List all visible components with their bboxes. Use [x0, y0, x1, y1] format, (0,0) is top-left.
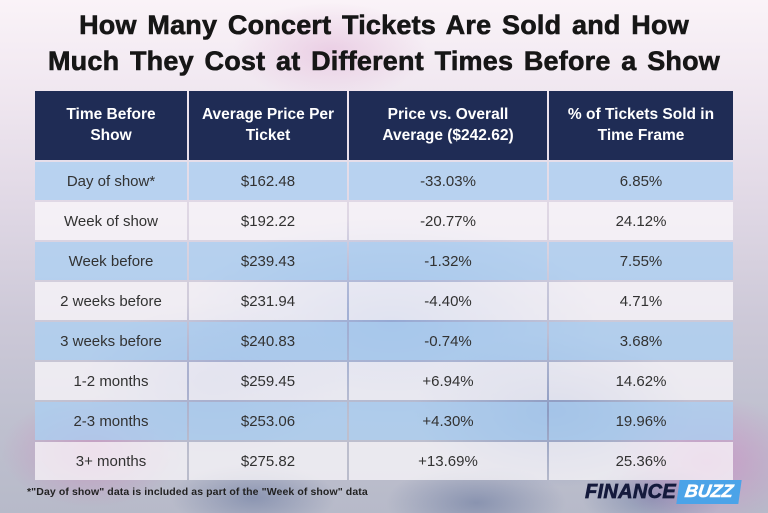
table-cell-pct-sold: 3.68% [549, 322, 733, 360]
table-cell-pct-sold: 24.12% [549, 202, 733, 240]
table-cell-pct-sold: 14.62% [549, 362, 733, 400]
column-header-price-vs-average: Price vs. Overall Average ($242.62) [349, 91, 547, 160]
table-cell-vs-average: +6.94% [349, 362, 547, 400]
table-cell-vs-average: +13.69% [349, 442, 547, 480]
table-cell-price: $253.06 [189, 402, 347, 440]
table-cell-time: 2-3 months [35, 402, 187, 440]
table-cell-vs-average: -20.77% [349, 202, 547, 240]
column-header-time-before-show: Time Before Show [35, 91, 187, 160]
table-cell-price: $192.22 [189, 202, 347, 240]
table-cell-price: $239.43 [189, 242, 347, 280]
table-cell-time: 1-2 months [35, 362, 187, 400]
logo-finance-text: FINANCE [585, 480, 676, 503]
table-cell-pct-sold: 7.55% [549, 242, 733, 280]
table-cell-time: 3+ months [35, 442, 187, 480]
table-cell-pct-sold: 4.71% [549, 282, 733, 320]
logo-buzz-badge: BUZZ [676, 480, 742, 504]
table-cell-time: Week of show [35, 202, 187, 240]
table-cell-price: $259.45 [189, 362, 347, 400]
table-cell-time: Day of show* [35, 162, 187, 200]
table-cell-price: $162.48 [189, 162, 347, 200]
table-cell-vs-average: +4.30% [349, 402, 547, 440]
table-cell-vs-average: -4.40% [349, 282, 547, 320]
table-cell-pct-sold: 19.96% [549, 402, 733, 440]
financebuzz-logo: FINANCE BUZZ [585, 480, 742, 504]
table-cell-price: $275.82 [189, 442, 347, 480]
title-line-2: Much They Cost at Different Times Before… [47, 45, 720, 76]
table-cell-pct-sold: 25.36% [549, 442, 733, 480]
table-cell-time: 3 weeks before [35, 322, 187, 360]
ticket-data-table: Time Before Show Average Price Per Ticke… [35, 91, 733, 480]
title-line-1: How Many Concert Tickets Are Sold and Ho… [79, 10, 689, 41]
table-cell-vs-average: -0.74% [349, 322, 547, 360]
table-cell-vs-average: -33.03% [349, 162, 547, 200]
footer: *"Day of show" data is included as part … [0, 477, 768, 513]
table-cell-price: $231.94 [189, 282, 347, 320]
column-header-average-price: Average Price Per Ticket [189, 91, 347, 160]
table-cell-time: Week before [35, 242, 187, 280]
page-title: How Many Concert Tickets Are Sold and Ho… [0, 8, 768, 79]
table-cell-pct-sold: 6.85% [549, 162, 733, 200]
column-header-pct-sold: % of Tickets Sold in Time Frame [549, 91, 733, 160]
footnote-text: *"Day of show" data is included as part … [27, 486, 368, 498]
table-cell-price: $240.83 [189, 322, 347, 360]
table-cell-time: 2 weeks before [35, 282, 187, 320]
table-cell-vs-average: -1.32% [349, 242, 547, 280]
